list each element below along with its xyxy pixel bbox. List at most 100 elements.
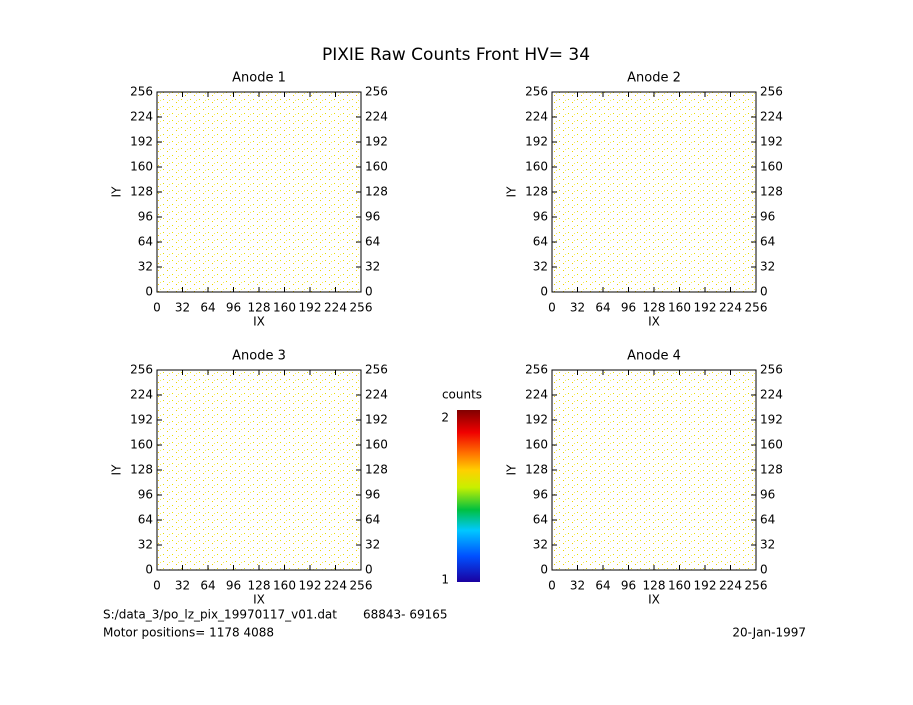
y-tick-label-right: 32	[365, 260, 380, 274]
x-tick-label: 0	[153, 301, 161, 315]
y-tick-label: 64	[138, 513, 153, 527]
x-tick-label: 32	[570, 579, 585, 593]
x-axis-label: IX	[253, 593, 265, 607]
plot-area	[156, 369, 362, 571]
motor-positions: Motor positions= 1178 4088	[103, 626, 274, 640]
y-tick-label-right: 32	[760, 260, 775, 274]
y-tick-label: 96	[138, 488, 153, 502]
y-tick-label-right: 256	[365, 363, 388, 377]
y-tick-label: 128	[130, 185, 153, 199]
y-tick-label: 96	[138, 210, 153, 224]
x-tick-label: 160	[668, 301, 691, 315]
y-tick-label: 0	[145, 285, 153, 299]
y-tick-label-right: 160	[760, 160, 783, 174]
y-tick-label: 224	[525, 388, 548, 402]
panel-title: Anode 2	[627, 71, 681, 86]
y-tick-label-right: 64	[760, 235, 775, 249]
y-tick-label: 128	[130, 463, 153, 477]
y-tick-label-right: 192	[760, 413, 783, 427]
y-tick-label: 256	[525, 85, 548, 99]
y-tick-label-right: 32	[760, 538, 775, 552]
y-tick-label: 32	[138, 538, 153, 552]
x-tick-label: 64	[595, 301, 610, 315]
y-axis-label: IY	[110, 464, 124, 476]
x-tick-label: 128	[643, 579, 666, 593]
y-tick-label-right: 32	[365, 538, 380, 552]
y-axis-label: IY	[110, 186, 124, 198]
y-tick-label: 160	[130, 438, 153, 452]
y-tick-label: 160	[525, 438, 548, 452]
y-tick-label: 64	[533, 513, 548, 527]
x-tick-label: 96	[226, 301, 241, 315]
y-tick-label: 256	[130, 363, 153, 377]
x-axis-label: IX	[648, 593, 660, 607]
y-tick-label: 32	[533, 538, 548, 552]
x-axis-label: IX	[648, 315, 660, 329]
x-tick-label: 192	[694, 301, 717, 315]
x-tick-label: 192	[694, 579, 717, 593]
y-tick-label-right: 96	[365, 210, 380, 224]
y-tick-label-right: 224	[365, 388, 388, 402]
y-tick-label: 224	[130, 110, 153, 124]
x-tick-label: 32	[175, 301, 190, 315]
y-tick-label: 64	[138, 235, 153, 249]
y-tick-label-right: 160	[760, 438, 783, 452]
x-axis-label: IX	[253, 315, 265, 329]
y-tick-label-right: 256	[760, 85, 783, 99]
y-tick-label: 192	[525, 135, 548, 149]
y-tick-label-right: 0	[365, 285, 373, 299]
x-tick-label: 0	[548, 301, 556, 315]
y-tick-label: 224	[525, 110, 548, 124]
figure-title: PIXIE Raw Counts Front HV= 34	[322, 45, 590, 65]
y-tick-label-right: 128	[760, 463, 783, 477]
y-tick-label: 256	[525, 363, 548, 377]
y-tick-label-right: 64	[760, 513, 775, 527]
y-tick-label-right: 96	[760, 210, 775, 224]
y-tick-label-right: 160	[365, 160, 388, 174]
x-tick-label: 64	[595, 579, 610, 593]
x-tick-label: 224	[324, 579, 347, 593]
y-tick-label: 128	[525, 185, 548, 199]
y-tick-label: 224	[130, 388, 153, 402]
y-tick-label: 0	[540, 285, 548, 299]
x-tick-label: 192	[299, 579, 322, 593]
y-tick-label-right: 224	[365, 110, 388, 124]
y-tick-label-right: 192	[760, 135, 783, 149]
colorbar-label: counts	[442, 388, 482, 402]
x-tick-label: 160	[668, 579, 691, 593]
x-tick-label: 0	[153, 579, 161, 593]
y-tick-label-right: 192	[365, 413, 388, 427]
y-tick-label: 0	[145, 563, 153, 577]
y-axis-label: IY	[505, 464, 519, 476]
y-tick-label: 160	[130, 160, 153, 174]
y-tick-label-right: 64	[365, 235, 380, 249]
plot-area	[551, 369, 757, 571]
x-tick-label: 128	[643, 301, 666, 315]
y-tick-label: 256	[130, 85, 153, 99]
y-tick-label: 128	[525, 463, 548, 477]
colorbar	[457, 410, 480, 582]
y-tick-label-right: 0	[365, 563, 373, 577]
frame-range: 68843- 69165	[363, 608, 448, 622]
x-tick-label: 224	[324, 301, 347, 315]
y-tick-label: 160	[525, 160, 548, 174]
plot-area	[551, 91, 757, 293]
y-tick-label-right: 160	[365, 438, 388, 452]
colorbar-tick-label: 1	[441, 573, 449, 587]
x-tick-label: 256	[350, 301, 373, 315]
x-tick-label: 64	[200, 579, 215, 593]
plot-area	[156, 91, 362, 293]
y-tick-label-right: 256	[760, 363, 783, 377]
x-tick-label: 32	[570, 301, 585, 315]
y-tick-label: 32	[533, 260, 548, 274]
y-tick-label-right: 192	[365, 135, 388, 149]
x-tick-label: 160	[273, 579, 296, 593]
x-tick-label: 64	[200, 301, 215, 315]
x-tick-label: 160	[273, 301, 296, 315]
y-tick-label-right: 224	[760, 388, 783, 402]
x-tick-label: 128	[248, 301, 271, 315]
x-tick-label: 128	[248, 579, 271, 593]
y-tick-label-right: 256	[365, 85, 388, 99]
x-tick-label: 32	[175, 579, 190, 593]
y-tick-label-right: 96	[760, 488, 775, 502]
